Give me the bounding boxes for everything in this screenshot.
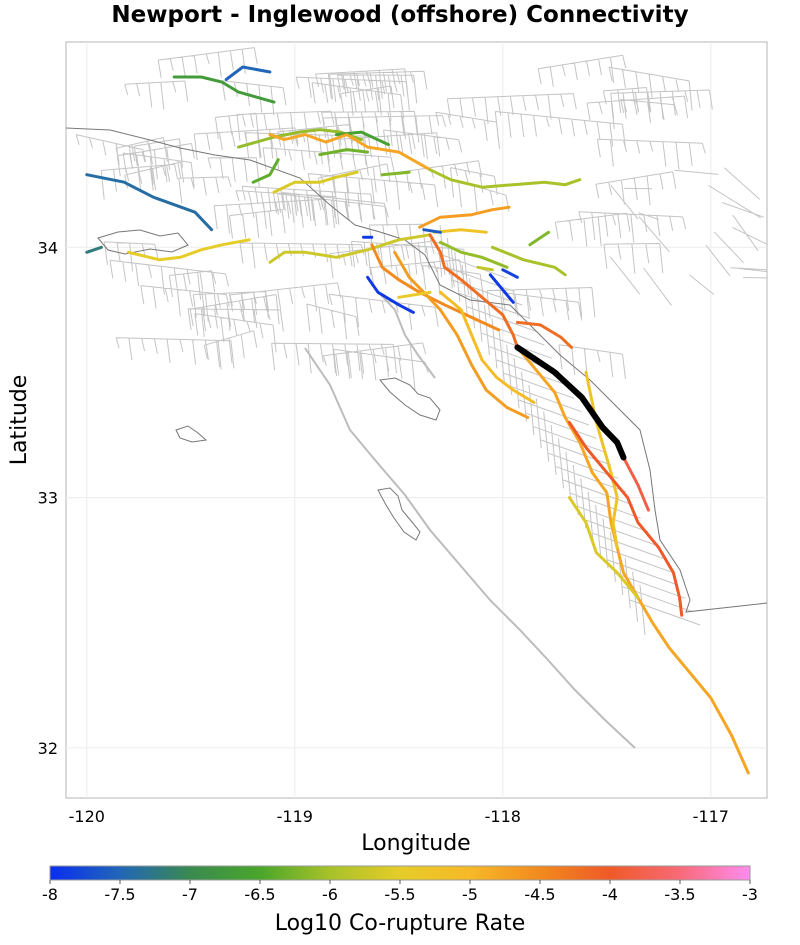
x-tick-label: -117: [693, 807, 729, 826]
colorbar-tick-label: -7: [182, 885, 198, 904]
fault-trace: [528, 230, 551, 247]
corupture-faults: [85, 65, 750, 775]
fault-trace: [622, 456, 650, 512]
y-tick-label: 32: [38, 739, 58, 758]
fault-section-network: [75, 47, 767, 636]
island-san-clemente: [377, 487, 421, 541]
network-sections: [75, 47, 767, 636]
fault-trace: [438, 240, 509, 269]
fault-trace: [126, 238, 251, 262]
y-axis-ticks: 34 33 32: [38, 238, 58, 758]
fault-trace: [488, 273, 515, 304]
y-tick-label: 34: [38, 238, 58, 257]
coastline: [66, 127, 767, 613]
fault-trace: [268, 133, 432, 172]
fault-trace: [438, 290, 536, 404]
fault-trace: [428, 168, 582, 189]
colorbar-tick-label: -6.5: [244, 885, 275, 904]
target-fault-trace: [514, 344, 627, 461]
fault-trace: [397, 290, 432, 299]
colorbar-tick-label: -4: [602, 885, 618, 904]
fault-trace: [380, 170, 411, 177]
colorbar-tick-label: -5: [462, 885, 478, 904]
fault-trace: [268, 233, 432, 264]
offshore-traces: [304, 284, 636, 749]
offshore-trace-east: [371, 284, 436, 379]
fault-trace: [428, 233, 519, 349]
fault-trace: [476, 265, 494, 272]
fault-trace: [172, 75, 276, 104]
mainland-coastline: [66, 127, 767, 613]
plot-frame: [65, 41, 768, 799]
y-axis-label: Latitude: [7, 375, 32, 466]
fault-trace: [490, 245, 567, 277]
colorbar-tick-label: -8: [42, 885, 58, 904]
colorbar-tick-label: -5.5: [384, 885, 415, 904]
colorbar-tick-label: -4.5: [524, 885, 555, 904]
fault-trace: [501, 268, 519, 279]
fault-trace: [418, 205, 511, 229]
fault-trace: [422, 228, 442, 234]
fault-trace: [515, 320, 573, 349]
fault-trace: [567, 496, 640, 600]
fault-trace: [432, 228, 488, 234]
colorbar-tick-label: -6: [322, 885, 338, 904]
x-tick-label: -120: [69, 807, 105, 826]
y-tick-label: 33: [38, 489, 58, 508]
fault-trace: [272, 170, 359, 194]
x-tick-label: -118: [485, 807, 521, 826]
island-santa-cruz: [97, 229, 189, 255]
fault-trace: [224, 65, 272, 81]
x-axis-label: Longitude: [361, 831, 470, 856]
fault-trace: [567, 421, 684, 617]
fault-trace: [85, 245, 103, 254]
chart-title: Newport - Inglewood (offshore) Connectiv…: [111, 2, 689, 28]
colorbar-tick-label: -3: [742, 885, 758, 904]
fault-trace: [366, 275, 415, 314]
x-axis-ticks: -120 -119 -118 -117: [69, 807, 729, 826]
grid-lines: [66, 42, 767, 798]
fault-trace: [251, 158, 280, 184]
colorbar-tick-label: -3.5: [664, 885, 695, 904]
colorbar-ticks: -8 -7.5 -7 -6.5 -6 -5.5 -5 -4.5 -4 -3.5 -3: [42, 880, 758, 904]
offshore-trace-west: [304, 347, 636, 749]
colorbar: [49, 865, 751, 881]
colorbar-tick-label: -7.5: [104, 885, 135, 904]
colorbar-label: Log10 Co-rupture Rate: [275, 911, 526, 936]
island-catalina: [379, 377, 441, 421]
fault-trace: [318, 148, 370, 157]
x-tick-label: -119: [277, 807, 313, 826]
fault-trace: [393, 250, 530, 419]
fault-trace: [85, 173, 214, 232]
island-san-nicolas: [175, 425, 208, 443]
target-fault-newport-inglewood-offshore: [514, 344, 627, 461]
fault-trace: [370, 243, 501, 332]
